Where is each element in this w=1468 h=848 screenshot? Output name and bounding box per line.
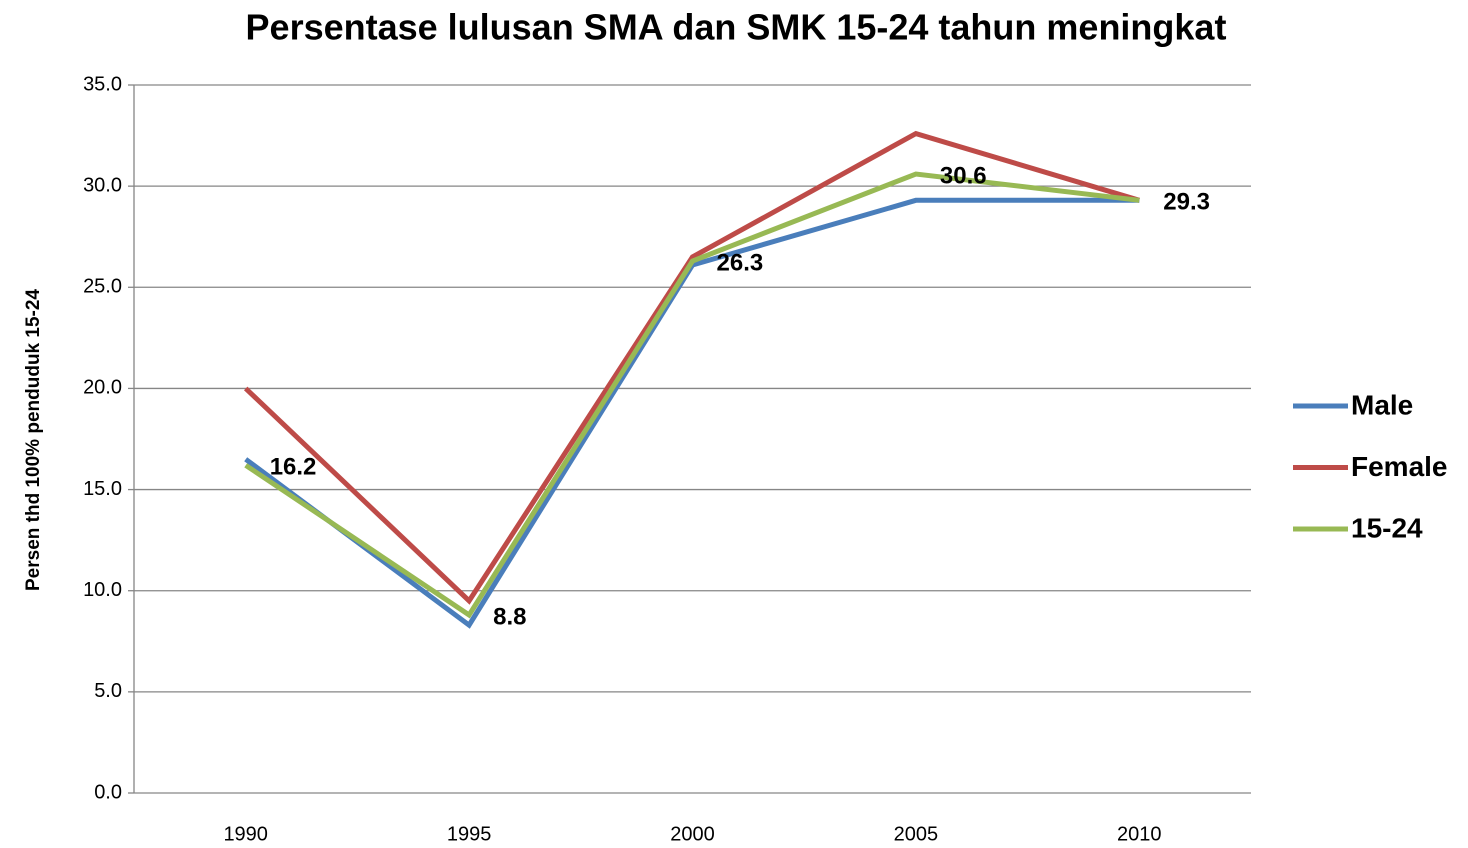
x-tick-label: 2010	[1117, 823, 1162, 845]
data-label: 16.2	[270, 454, 317, 481]
data-label: 29.3	[1163, 189, 1210, 216]
y-tick-label: 25.0	[83, 276, 122, 298]
chart-title: Persentase lulusan SMA dan SMK 15-24 tah…	[246, 7, 1227, 48]
x-tick-label: 1990	[223, 823, 268, 845]
y-tick-label: 5.0	[94, 680, 122, 702]
legend-label: Female	[1351, 451, 1448, 482]
y-axis-title: Persen thd 100% penduduk 15-24	[23, 289, 44, 591]
data-label: 26.3	[717, 249, 764, 276]
y-tick-label: 15.0	[83, 478, 122, 500]
y-tick-label: 0.0	[94, 781, 122, 803]
data-label: 8.8	[493, 603, 526, 630]
legend-label: 15-24	[1351, 512, 1423, 543]
y-tick-label: 30.0	[83, 174, 122, 196]
series-line	[243, 130, 1141, 605]
data-label: 30.6	[940, 162, 987, 189]
x-tick-label: 2000	[670, 823, 715, 845]
series-line	[244, 171, 1140, 619]
y-tick-label: 20.0	[83, 377, 122, 399]
y-tick-label: 35.0	[83, 73, 122, 95]
legend-label: Male	[1351, 389, 1413, 420]
x-tick-label: 1995	[447, 823, 492, 845]
y-tick-label: 10.0	[83, 579, 122, 601]
x-tick-label: 2005	[894, 823, 939, 845]
